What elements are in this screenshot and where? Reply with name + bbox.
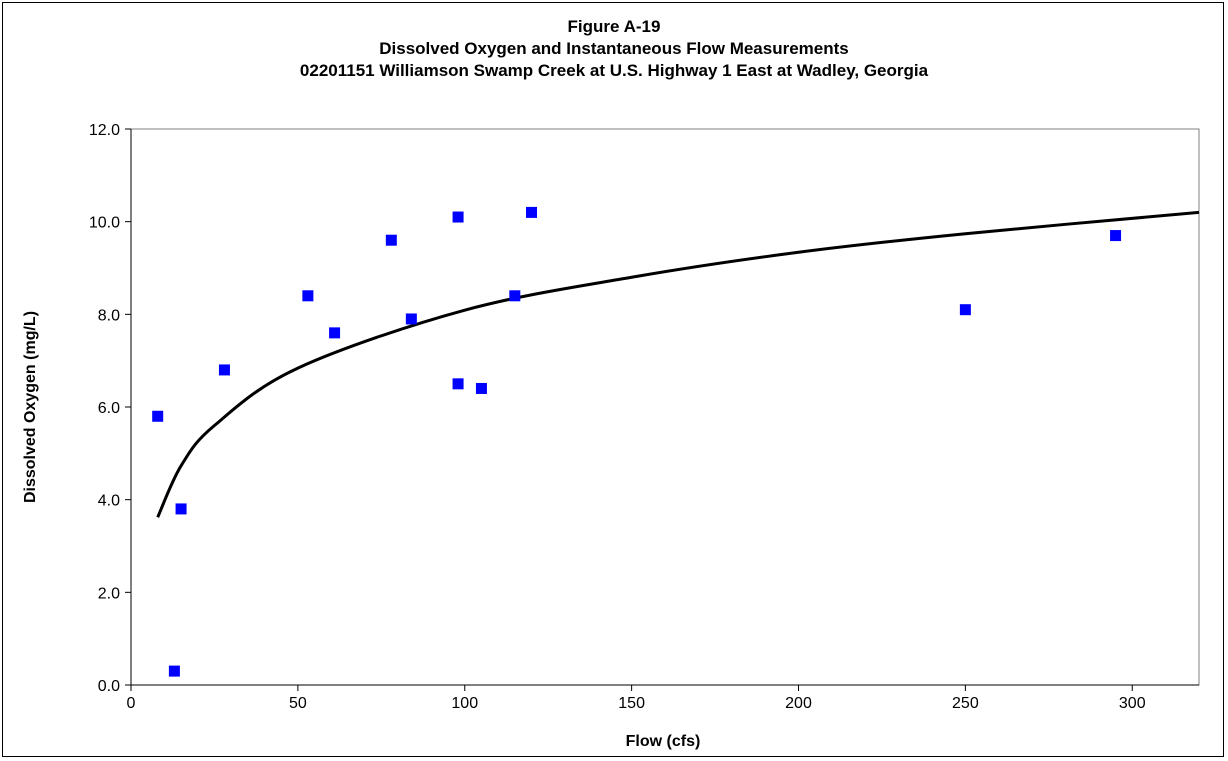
plot-border <box>130 128 1200 686</box>
data-point <box>168 665 180 677</box>
chart-title-line-2: Dissolved Oxygen and Instantaneous Flow … <box>379 39 849 58</box>
data-point <box>175 503 187 515</box>
x-tick-label: 200 <box>785 695 812 712</box>
data-point <box>152 410 164 422</box>
data-point <box>302 290 314 302</box>
y-tick-label: 6.0 <box>98 400 120 417</box>
data-point <box>405 313 417 325</box>
y-tick-label: 10.0 <box>89 215 120 232</box>
y-tick-label: 8.0 <box>98 307 120 324</box>
plot-area <box>130 128 1200 686</box>
data-point <box>475 382 487 394</box>
chart-title-line-1: Figure A-19 <box>567 17 661 36</box>
x-tick-label: 50 <box>289 695 307 712</box>
trendline <box>156 210 1200 518</box>
y-tick-label: 2.0 <box>98 585 120 602</box>
y-tick-label: 12.0 <box>89 122 120 139</box>
chart-title-line-3: 02201151 Williamson Swamp Creek at U.S. … <box>299 61 929 80</box>
x-tick-label: 0 <box>127 695 136 712</box>
x-tick-label: 300 <box>1119 695 1146 712</box>
data-point <box>452 378 464 390</box>
data-point <box>329 327 341 339</box>
data-point <box>218 364 230 376</box>
x-axis-title: Flow (cfs) <box>626 733 701 750</box>
trendline-layer <box>156 210 1200 518</box>
x-axis-ticks: 0 50 100 150 200 250 300 <box>127 685 1146 712</box>
x-tick-label: 100 <box>451 695 478 712</box>
y-tick-label: 0.0 <box>98 678 120 695</box>
data-points-layer <box>152 206 1122 677</box>
data-point <box>385 234 397 246</box>
data-point <box>452 211 464 223</box>
data-point <box>959 304 971 316</box>
data-point <box>1110 230 1122 242</box>
x-tick-label: 250 <box>952 695 979 712</box>
data-point <box>509 290 521 302</box>
x-tick-label: 150 <box>618 695 645 712</box>
y-axis-ticks: 0.0 2.0 4.0 6.0 8.0 10.0 12.0 <box>89 122 131 695</box>
y-tick-label: 4.0 <box>98 493 120 510</box>
y-axis-title: Dissolved Oxygen (mg/L) <box>22 311 39 503</box>
data-point <box>526 206 537 218</box>
